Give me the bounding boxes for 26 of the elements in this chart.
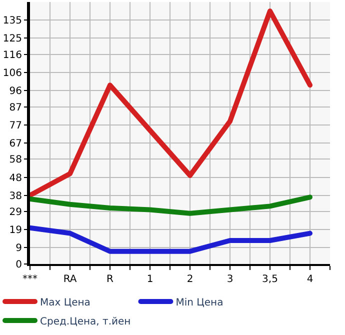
y-tick-label: 116 <box>2 50 22 61</box>
legend-label: Min Цена <box>176 297 224 308</box>
y-tick-label: 38 <box>9 190 22 202</box>
y-tick-label: 87 <box>9 102 22 114</box>
y-tick-label: 106 <box>2 68 22 79</box>
x-tick-label: 4 <box>306 274 314 285</box>
legend-label: Max Цена <box>40 297 90 308</box>
y-tick-label: 9 <box>16 243 22 254</box>
y-tick-label: 125 <box>2 34 22 45</box>
y-tick-label: 58 <box>9 154 22 166</box>
y-tick-label: 29 <box>9 207 22 218</box>
x-tick-label: RA <box>63 274 77 285</box>
y-tick-label: 77 <box>9 120 22 132</box>
x-tick-label: *** <box>22 274 38 285</box>
y-tick-label: 135 <box>2 16 22 27</box>
y-tick-label: 0 <box>16 260 22 270</box>
y-tick-label: 19 <box>9 225 22 236</box>
legend-label: Сред.Цена, т.йен <box>40 316 131 328</box>
x-tick-label: R <box>106 274 114 285</box>
y-tick-label: 96 <box>9 86 22 98</box>
y-tick-label: 67 <box>9 138 22 150</box>
x-tick-label: 3,5 <box>262 274 278 285</box>
x-tick-label: 1 <box>146 274 154 285</box>
y-tick-label: 48 <box>9 172 22 184</box>
x-tick-label: 3 <box>226 274 234 285</box>
x-tick-label: 2 <box>186 274 194 285</box>
